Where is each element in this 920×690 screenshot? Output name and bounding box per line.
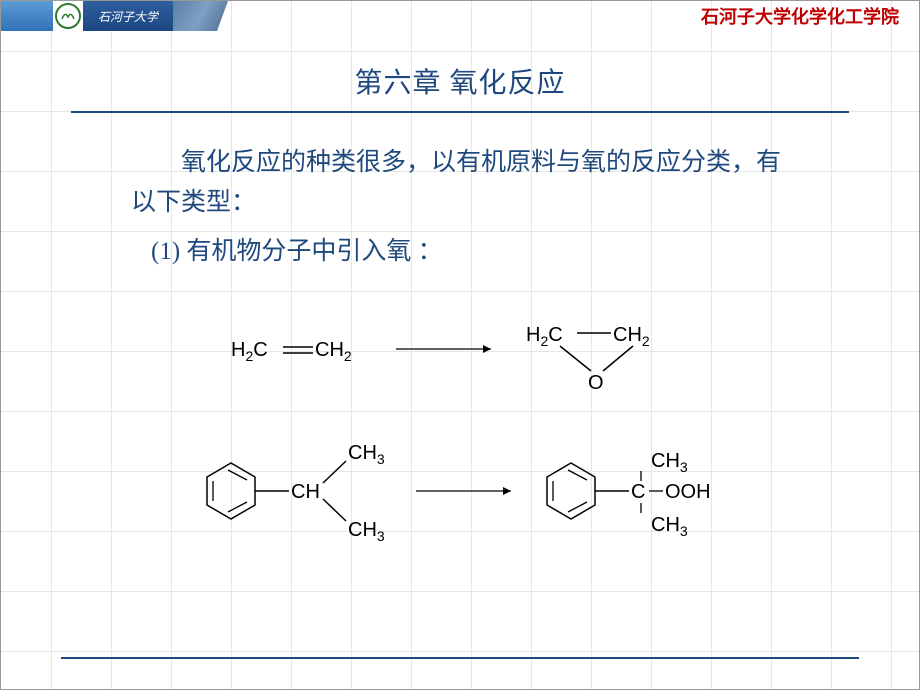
r2-reactant-CH3-bot: CH3 xyxy=(348,519,385,544)
intro-paragraph: 氧化反应的种类很多，以有机原料与氧的反应分类，有以下类型： xyxy=(131,143,789,223)
reaction-1: H2C CH2 H2C CH2 O xyxy=(231,324,650,394)
r2-product-benzene xyxy=(547,463,595,519)
footer-underline xyxy=(61,657,859,659)
r2-product-OOH: OOH xyxy=(665,481,711,503)
header-bar: 石河子大学 石河子大学化学化工学院 xyxy=(1,1,919,31)
chemistry-diagrams: H2C CH2 H2C CH2 O CH xyxy=(1,301,920,631)
header-left: 石河子大学 xyxy=(1,1,228,31)
r1-reactant-text: H2C xyxy=(231,339,268,364)
reaction-2: CH CH3 CH3 C CH3 OOH xyxy=(207,442,711,544)
university-name: 石河子大学 xyxy=(83,1,173,31)
r2-reactant-CH3-top: CH3 xyxy=(348,442,385,467)
slide-content: 第六章 氧化反应 氧化反应的种类很多，以有机原料与氧的反应分类，有以下类型： (… xyxy=(1,61,919,267)
r2-reactant-benzene xyxy=(207,463,255,519)
r1-reactant-text2: CH2 xyxy=(315,339,352,364)
r2-product-CH3-top: CH3 xyxy=(651,450,688,475)
r2-product-C: C xyxy=(631,481,645,503)
header-building-image xyxy=(173,1,228,31)
subpoint-1: (1) 有机物分子中引入氧 ： xyxy=(151,231,789,267)
r2-reactant-CH: CH xyxy=(291,481,320,503)
header-stripe xyxy=(1,1,53,31)
chapter-title: 第六章 氧化反应 xyxy=(51,61,869,101)
university-logo xyxy=(53,1,83,31)
title-underline xyxy=(71,111,849,113)
college-name: 石河子大学化学化工学院 xyxy=(701,1,919,31)
r1-product-right: CH2 xyxy=(613,324,650,349)
r1-product-O: O xyxy=(588,372,604,394)
r2-product-CH3-bot: CH3 xyxy=(651,514,688,539)
r1-product-left: H2C xyxy=(526,324,563,349)
